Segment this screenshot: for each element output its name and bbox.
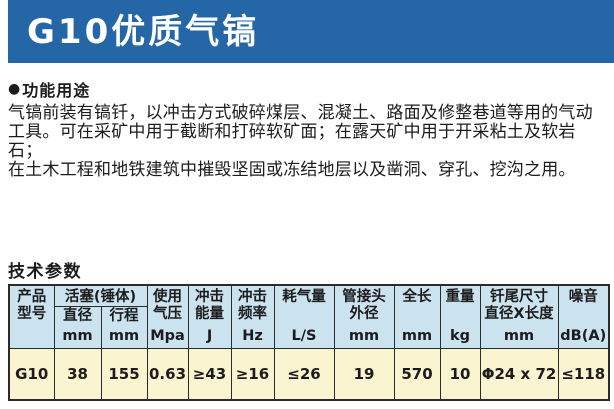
td-frequency: ≥16	[230, 348, 275, 400]
td-shank: Φ24 x 72	[479, 348, 559, 400]
function-description-line: 工具。可在采矿中用于截断和打碎软矿面；在露天矿中用于开采粘土及软岩石；	[8, 122, 576, 161]
table-header-row-1: 产品 型号 活塞(锤体) 使用 气压 Mpa 冲击	[8, 284, 610, 349]
th-piston-stroke-label: 行程	[109, 308, 139, 325]
td-pipe: 19	[333, 348, 395, 400]
th-weight-unit: kg	[450, 328, 471, 344]
bullet-icon: ●	[8, 81, 22, 97]
th-piston-stroke: 行程 mm	[100, 305, 148, 350]
function-section-title: ● 功能用途	[8, 77, 609, 101]
th-piston-group-label: 活塞(锤体)	[64, 289, 137, 306]
function-description-line: 在土木工程和地铁建筑中摧毁坚固或冻结地层以及凿洞、穿孔、挖沟之用。	[8, 160, 576, 180]
page-title: G10优质气镐	[27, 11, 260, 52]
td-air: ≤26	[273, 348, 335, 400]
th-noise: 噪音 dB(A)	[557, 284, 610, 349]
th-piston-diameter-label: 直径	[63, 308, 92, 325]
td-stroke: 155	[100, 348, 148, 400]
td-noise: ≤118	[557, 348, 610, 400]
th-impact-energy-unit: J	[206, 328, 213, 344]
th-air-pressure-line2: 气压	[153, 306, 183, 322]
th-air-pressure-line1: 使用	[153, 289, 183, 305]
td-length: 570	[393, 348, 441, 400]
th-piston-stroke-unit: mm	[108, 328, 140, 345]
td-weight: 10	[439, 348, 481, 400]
tech-params-title: 技术参数	[8, 262, 82, 282]
th-noise-unit: dB(A)	[560, 328, 607, 344]
th-noise-label: 噪音	[568, 289, 598, 305]
th-weight: 重量 kg	[439, 284, 481, 349]
table-header-row-2: 直径 mm 行程 mm	[9, 305, 609, 350]
th-air-consumption-unit: L/S	[291, 328, 317, 344]
td-model: G10	[8, 348, 55, 400]
th-air-consumption: 耗气量 L/S	[273, 284, 335, 349]
th-piston-diameter-unit: mm	[62, 328, 93, 345]
th-impact-frequency: 冲击 频率 Hz	[230, 284, 275, 349]
th-impact-frequency-line2: 频率	[238, 306, 268, 322]
th-product-model: 产品 型号	[8, 284, 55, 349]
th-piston-diameter: 直径 mm	[53, 305, 102, 350]
tech-params-table: 产品 型号 活塞(锤体) 使用 气压 Mpa 冲击	[8, 284, 611, 401]
th-product-model-line2: 型号	[17, 306, 47, 322]
th-pipe-joint-od: 管接头 外径 mm	[333, 284, 395, 349]
function-description: 气镐前装有镐钎，以冲击方式破碎煤层、混凝土、路面及修整巷道等用的气动 工具。可在…	[8, 104, 609, 180]
th-impact-frequency-line1: 冲击	[238, 289, 268, 305]
title-banner: G10优质气镐	[8, 0, 614, 63]
th-impact-energy: 冲击 能量 J	[187, 284, 232, 349]
th-overall-length-label: 全长	[402, 289, 432, 305]
th-pipe-joint-od-line2: 外径	[349, 306, 379, 322]
th-air-consumption-label: 耗气量	[282, 289, 326, 305]
function-description-line: 气镐前装有镐钎，以冲击方式破碎煤层、混凝土、路面及修整巷道等用的气动	[8, 103, 593, 123]
th-pipe-joint-od-unit: mm	[348, 328, 380, 344]
th-overall-length: 全长 mm	[393, 284, 441, 349]
table-data-row: G10 38 155 0.63 ≥43 ≥16 ≤26 19 570 10 Φ2…	[8, 348, 610, 400]
th-shank-size-line2: 直径X长度	[484, 306, 554, 322]
th-pipe-joint-od-line1: 管接头	[342, 289, 386, 305]
td-pressure: 0.63	[146, 348, 189, 400]
function-section-label: 功能用途	[22, 81, 91, 100]
td-energy: ≥43	[187, 348, 232, 400]
th-shank-size: 钎尾尺寸 直径X长度 mm	[479, 284, 559, 349]
th-piston-group: 活塞(锤体)	[53, 284, 148, 307]
th-shank-size-line1: 钎尾尺寸	[490, 289, 549, 305]
th-product-model-line1: 产品	[17, 289, 47, 305]
th-air-pressure-unit: Mpa	[150, 328, 185, 344]
th-weight-label: 重量	[445, 289, 475, 305]
th-shank-size-unit: mm	[503, 328, 535, 344]
th-impact-energy-line2: 能量	[195, 306, 225, 322]
td-diameter: 38	[53, 348, 102, 400]
function-section: ● 功能用途 气镐前装有镐钎，以冲击方式破碎煤层、混凝土、路面及修整巷道等用的气动…	[8, 77, 609, 180]
th-impact-energy-line1: 冲击	[195, 289, 225, 305]
th-air-pressure: 使用 气压 Mpa	[146, 284, 189, 349]
th-overall-length-unit: mm	[401, 328, 433, 344]
th-impact-frequency-unit: Hz	[242, 328, 263, 344]
